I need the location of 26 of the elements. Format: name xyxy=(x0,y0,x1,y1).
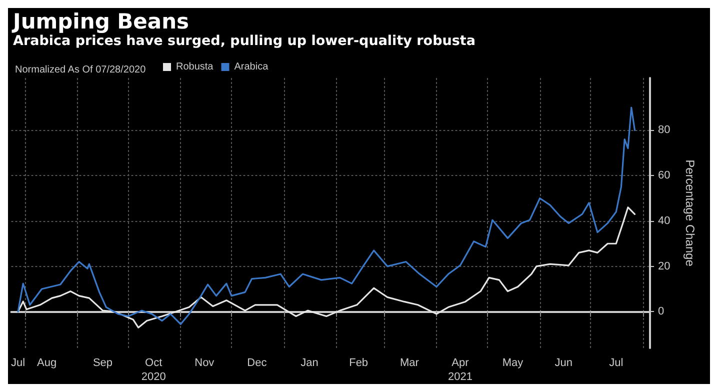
y-tick-label: 40 xyxy=(658,214,670,227)
legend-label: Arabica xyxy=(234,62,269,72)
y-axis-title: Percentage Change xyxy=(683,160,697,267)
line-series xyxy=(17,206,636,328)
x-tick-label: Oct 2020 xyxy=(141,357,166,383)
x-tick-label: Jan xyxy=(300,357,318,369)
y-tick-label: 60 xyxy=(658,170,670,182)
x-tick-label: Aug xyxy=(37,357,57,369)
legend-label: Robusta xyxy=(176,62,214,72)
x-tick-label: Dec xyxy=(247,357,268,369)
x-tick-label: May xyxy=(502,357,524,369)
x-tick-label: Apr 2021 xyxy=(448,357,472,383)
x-tick-label: Jun xyxy=(554,357,572,369)
chart-title: Jumping Beans xyxy=(11,10,190,34)
line-series xyxy=(17,106,636,325)
x-tick-label: Jul xyxy=(609,357,624,369)
chart-subtitle: Arabica prices have surged, pulling up lower-quality robusta xyxy=(13,33,476,49)
y-tick-label: 20 xyxy=(658,260,670,272)
x-tick-label: Sep xyxy=(92,357,113,369)
legend-title: Normalized As Of 07/28/2020 xyxy=(15,64,146,76)
y-tick-label: 0 xyxy=(658,306,664,318)
x-tick-label: Nov xyxy=(194,357,215,369)
y-tick-label: 80 xyxy=(658,124,670,136)
x-tick-label: Feb xyxy=(349,357,368,369)
x-tick-label: Jul xyxy=(11,357,26,369)
x-tick-label: Mar xyxy=(400,357,420,369)
